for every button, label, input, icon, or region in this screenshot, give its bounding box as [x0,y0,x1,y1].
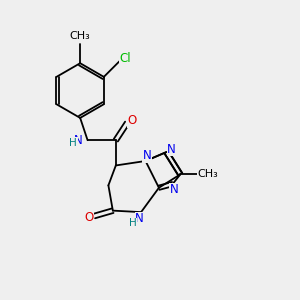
Text: Cl: Cl [120,52,131,65]
Text: H: H [69,138,77,148]
Text: N: N [170,184,178,196]
Text: O: O [84,211,94,224]
Text: N: N [143,149,152,162]
Text: N: N [167,142,176,156]
Text: O: O [128,114,137,127]
Text: N: N [135,212,144,225]
Text: N: N [74,134,82,147]
Text: CH₃: CH₃ [70,32,91,41]
Text: H: H [129,218,136,228]
Text: CH₃: CH₃ [198,169,218,179]
